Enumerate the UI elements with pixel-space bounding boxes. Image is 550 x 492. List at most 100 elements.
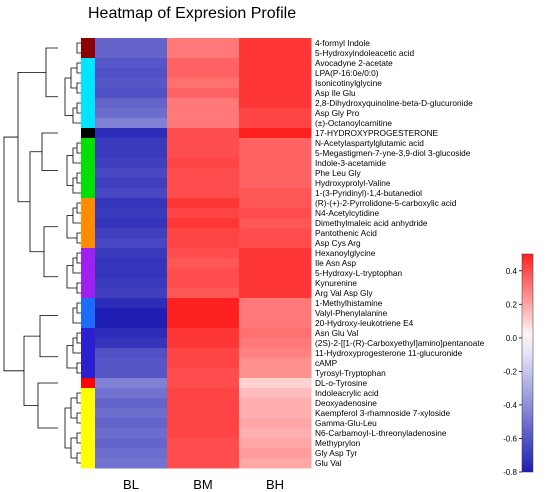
heatmap-cell [239, 68, 312, 79]
dendrogram-branch [76, 142, 81, 154]
heatmap-cell [239, 278, 312, 289]
heatmap-cell [239, 258, 312, 269]
heatmap-cell [167, 158, 240, 169]
cluster-segment [81, 328, 95, 379]
heatmap-cell [239, 238, 312, 249]
heatmap-cell [167, 438, 240, 449]
heatmap-cell [167, 418, 240, 429]
heatmap-cell [95, 118, 168, 129]
heatmap-cell [95, 128, 168, 139]
dendrogram-branch [70, 397, 77, 419]
heatmap-cell [167, 68, 240, 79]
heatmap-cell [167, 168, 240, 179]
heatmap-cell [239, 178, 312, 189]
heatmap-cell [239, 98, 312, 109]
heatmap-cell [95, 378, 168, 389]
heatmap-cell [239, 108, 312, 119]
dendrogram-branch [76, 452, 81, 464]
heatmap-cell [239, 268, 312, 279]
heatmap-cell [167, 348, 240, 359]
row-label: N4-Acetylcytidine [315, 208, 379, 218]
row-label: 17-HYDROXYPROGESTERONE [315, 128, 439, 138]
heatmap-cell [95, 318, 168, 329]
heatmap-cell [239, 388, 312, 399]
heatmap-cell [95, 108, 168, 119]
heatmap-cell [239, 408, 312, 419]
heatmap-cell [95, 138, 168, 149]
heatmap-cell [95, 448, 168, 459]
row-dendrogram [3, 42, 81, 464]
dendrogram-branch [66, 265, 77, 289]
heatmap-cell [95, 358, 168, 369]
heatmap-cell [95, 88, 168, 99]
heatmap-cell [95, 428, 168, 439]
cluster-segment [81, 388, 95, 469]
heatmap-cell [239, 358, 312, 369]
cluster-segment [81, 298, 95, 329]
row-label: 1-(3-Pyridinyl)-1,4-butanediol [315, 188, 422, 198]
heatmap-cell [167, 278, 240, 289]
heatmap-cell [167, 48, 240, 59]
row-label: (±)-Octanoylcarnitine [315, 118, 392, 128]
heatmap-cell [239, 438, 312, 449]
heatmap-cell [239, 348, 312, 359]
heatmap-cell [239, 228, 312, 239]
dendrogram-branch [76, 252, 81, 264]
row-label: DL-o-Tyrosine [315, 378, 367, 388]
row-label: Tyrosyl-Tryptophan [315, 368, 386, 378]
heatmap-cell [239, 398, 312, 409]
heatmap-cell [167, 448, 240, 459]
heatmap-cell [95, 418, 168, 429]
row-label: Deoxyadenosine [315, 398, 377, 408]
dendrogram-branch [39, 315, 58, 358]
row-label: Phe Leu Gly [315, 168, 362, 178]
heatmap-cell [95, 368, 168, 379]
heatmap-cell [95, 158, 168, 169]
heatmap-cell [167, 368, 240, 379]
row-label: Ile Asn Asp [315, 258, 356, 268]
row-label: 20-Hydroxy-leukotriene E4 [315, 318, 414, 328]
cluster-segment [81, 38, 95, 59]
row-label: Indole-3-acetamide [315, 158, 386, 168]
heatmap-cell [95, 248, 168, 259]
heatmap-cell [167, 208, 240, 219]
row-label: N6-Carbamoyl-L-threonyladenosine [315, 428, 447, 438]
row-label: Methyprylon [315, 438, 361, 448]
dendrogram-branch [64, 77, 73, 116]
heatmap-cell [239, 448, 312, 459]
dendrogram-branch [76, 62, 81, 74]
dendrogram-branch [43, 226, 58, 278]
heatmap-cell [95, 78, 168, 89]
dendrogram-branch [70, 67, 77, 89]
row-label: Valyl-Phenylalanine [315, 308, 388, 318]
heatmap-cell [239, 158, 312, 169]
dendrogram-branch [76, 412, 81, 424]
row-label: (2S)-2-[[1-(R)-Carboxyethyl]amino]pentan… [315, 338, 485, 348]
dendrogram-branch [76, 82, 81, 94]
dendrogram-branch [76, 202, 81, 214]
heatmap-cells [95, 38, 312, 469]
dendrogram-branch [76, 42, 81, 54]
heatmap-cell [239, 198, 312, 209]
heatmap-cell [95, 398, 168, 409]
heatmap-cell [239, 428, 312, 439]
dendrogram-branch [76, 332, 81, 344]
dendrogram-branch [76, 392, 81, 404]
colorbar-tick-label: -0.2 [503, 367, 517, 376]
row-label: LPA(P-16:0e/0:0) [315, 68, 379, 78]
dendrogram-branch [76, 302, 81, 314]
row-label: 5-Megastigmen-7-yne-3,9-diol 3-glucoside [315, 148, 471, 158]
heatmap-cell [95, 308, 168, 319]
heatmap-cell [239, 58, 312, 69]
heatmap-cell [239, 88, 312, 99]
row-label: 1-Methylhistamine [315, 298, 383, 308]
heatmap-cell [239, 418, 312, 429]
colorbar-tick-label: 0.2 [506, 300, 518, 309]
heatmap-cell [239, 308, 312, 319]
heatmap-cell [95, 228, 168, 239]
column-label: BH [266, 477, 284, 492]
heatmap-cell [167, 38, 240, 49]
heatmap-cell [167, 198, 240, 209]
